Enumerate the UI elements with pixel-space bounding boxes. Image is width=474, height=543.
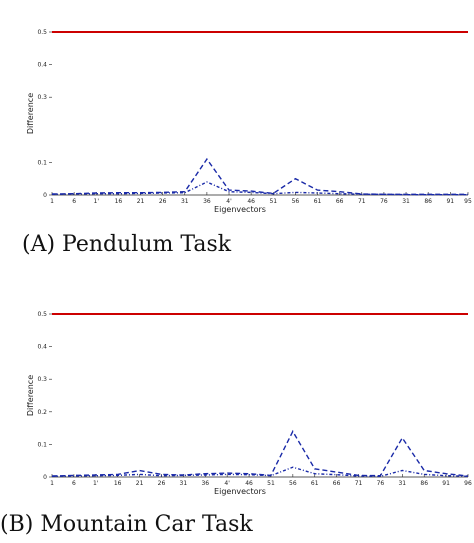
x-axis-label: Eigenvectors <box>214 487 266 496</box>
x-tick-label: 51 <box>269 198 277 205</box>
y-tick-label: 0 <box>43 474 47 481</box>
x-tick-label: 46 <box>247 198 255 205</box>
x-tick-label: 1 <box>50 480 54 487</box>
chart-mountain-car: 1 6 1' 16 21 26 31 36 4' 46 51 56 61 66 71 76 31 86 91 9600… <box>26 311 472 496</box>
x-tick-label: 1 <box>50 198 54 205</box>
x-tick-label: 86 <box>424 198 432 205</box>
y-tick-label: 0.1 <box>37 441 47 448</box>
y-tick-label: 0 <box>43 192 47 199</box>
x-tick-label: 91 <box>446 198 454 205</box>
x-tick-label: 96 <box>464 480 472 487</box>
y-tick-label: 0.4 <box>37 62 47 69</box>
x-tick-label: 21 <box>136 480 144 487</box>
x-tick-label: 66 <box>336 198 344 205</box>
series-line-1 <box>51 429 469 477</box>
chart-pendulum: 1 6 1' 16 21 26 31 36 4' 46 51 56 61 66 71 76 31 86 91 9500… <box>26 29 472 214</box>
y-tick-label: 0.5 <box>37 311 47 318</box>
x-tick-label: 1' <box>94 198 100 205</box>
x-tick-label: 31 <box>398 480 406 487</box>
x-tick-label: 26 <box>158 480 166 487</box>
y-axis-label: Difference <box>26 375 35 416</box>
x-tick-label: 36 <box>201 480 209 487</box>
x-tick-label: 6 <box>72 198 76 205</box>
x-tick-label: 61 <box>314 198 322 205</box>
x-tick-label: 76 <box>377 480 385 487</box>
y-tick-label: 0.3 <box>37 376 47 383</box>
caption-mountain-car-task: (B) Mountain Car Task <box>0 512 253 537</box>
x-tick-label: 4' <box>226 198 232 205</box>
x-tick-label: 76 <box>380 198 388 205</box>
x-tick-label: 36 <box>203 198 211 205</box>
x-tick-label: 16 <box>115 198 123 205</box>
x-tick-label: 31 <box>180 480 188 487</box>
x-tick-label: 46 <box>245 480 253 487</box>
series-line-1 <box>51 157 468 196</box>
x-tick-label: 26 <box>159 198 167 205</box>
x-tick-label: 16 <box>114 480 122 487</box>
series-line-2 <box>51 181 468 196</box>
series-line-2 <box>51 466 469 478</box>
x-tick-label: 21 <box>137 198 145 205</box>
x-tick-label: 6 <box>72 480 76 487</box>
y-axis-label: Difference <box>26 93 35 134</box>
y-tick-label: 0.1 <box>37 159 47 166</box>
x-tick-label: 31 <box>402 198 410 205</box>
x-tick-label: 51 <box>267 480 275 487</box>
x-tick-label: 31 <box>181 198 189 205</box>
x-tick-label: 4' <box>224 480 230 487</box>
y-tick-label: 0.5 <box>37 29 47 36</box>
x-tick-label: 86 <box>420 480 428 487</box>
x-tick-label: 95 <box>464 198 472 205</box>
y-tick-label: 0.2 <box>37 409 47 416</box>
x-tick-label: 71 <box>358 198 366 205</box>
y-tick-label: 0.3 <box>37 94 47 101</box>
y-tick-label: 0.4 <box>37 344 47 351</box>
caption-pendulum-task: (A) Pendulum Task <box>22 232 232 257</box>
x-tick-label: 71 <box>355 480 363 487</box>
x-tick-label: 56 <box>289 480 297 487</box>
x-axis-label: Eigenvectors <box>214 205 266 214</box>
x-tick-label: 66 <box>333 480 341 487</box>
x-tick-label: 61 <box>311 480 319 487</box>
x-tick-label: 91 <box>442 480 450 487</box>
x-tick-label: 56 <box>292 198 300 205</box>
x-tick-label: 1' <box>93 480 99 487</box>
